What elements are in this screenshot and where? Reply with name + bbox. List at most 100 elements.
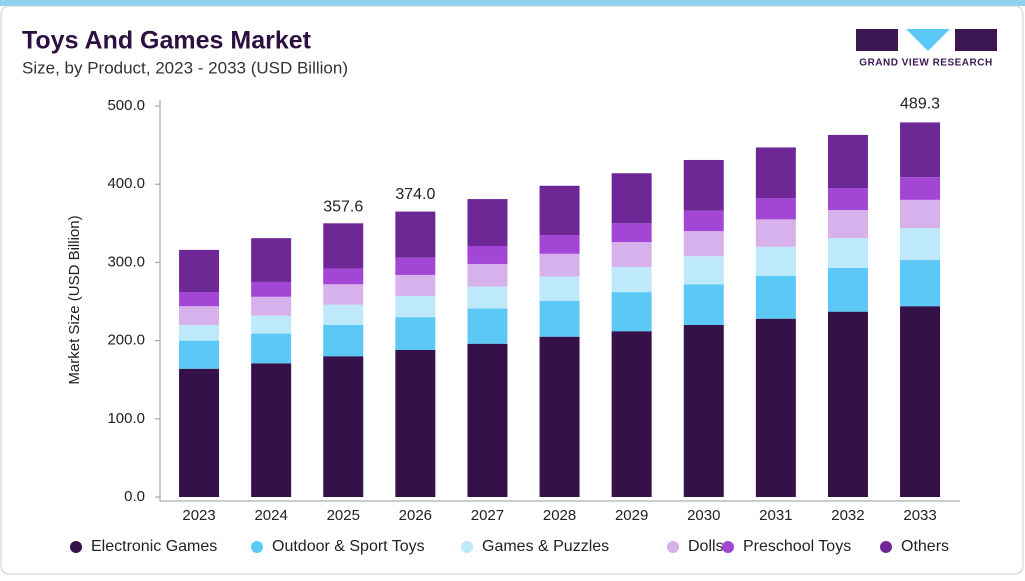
bar-segment xyxy=(611,223,652,243)
y-tick-label: 100.0 xyxy=(107,410,145,427)
bar-segment xyxy=(611,242,652,268)
total-label: 357.6 xyxy=(323,199,363,216)
y-tick-label: 200.0 xyxy=(107,332,145,349)
legend-label: Others xyxy=(901,538,949,555)
y-tick-label: 300.0 xyxy=(107,253,145,270)
total-label: 374.0 xyxy=(395,186,435,203)
bar-segment xyxy=(467,245,508,264)
x-tick-label: 2032 xyxy=(831,507,864,524)
bar-segment xyxy=(179,292,220,307)
bar-segment xyxy=(900,227,941,261)
bar-segment xyxy=(323,284,364,305)
bar-segment xyxy=(755,219,796,247)
bar-segment xyxy=(611,267,652,293)
bar-segment xyxy=(179,368,220,497)
bar-segment xyxy=(539,336,580,497)
bar-segment xyxy=(251,281,292,297)
bar-segment xyxy=(827,311,868,497)
bar-segment xyxy=(900,306,941,497)
bar-segment xyxy=(539,276,580,301)
legend-marker xyxy=(70,541,82,553)
bar-segment xyxy=(323,304,364,325)
legend-marker xyxy=(880,541,892,553)
bar-segment xyxy=(755,147,796,199)
x-tick-label: 2023 xyxy=(182,507,215,524)
x-tick-label: 2030 xyxy=(687,507,720,524)
legend-label: Electronic Games xyxy=(91,538,217,555)
x-tick-label: 2029 xyxy=(615,507,648,524)
bar-segment xyxy=(755,318,796,497)
legend-label: Outdoor & Sport Toys xyxy=(272,538,425,555)
bar-segment xyxy=(395,211,436,258)
bar-segment xyxy=(827,238,868,268)
bar-segment xyxy=(755,275,796,319)
x-tick-label: 2033 xyxy=(903,507,936,524)
bar-segment xyxy=(251,363,292,497)
bar-segment xyxy=(539,185,580,236)
bar-segment xyxy=(251,333,292,364)
bar-segment xyxy=(539,253,580,277)
legend-label: Games & Puzzles xyxy=(482,538,609,555)
legend-label: Dolls xyxy=(688,538,724,555)
x-tick-label: 2026 xyxy=(399,507,432,524)
bar-segment xyxy=(900,122,941,178)
bar-segment xyxy=(827,267,868,312)
bar-segment xyxy=(683,231,724,257)
bar-segment xyxy=(539,235,580,254)
bar-segment xyxy=(323,223,364,269)
bar-segment xyxy=(683,210,724,232)
bar-segment xyxy=(323,324,364,357)
bar-segment xyxy=(611,331,652,497)
logo-text: GRAND VIEW RESEARCH xyxy=(859,58,992,69)
y-tick-label: 400.0 xyxy=(107,175,145,192)
legend-label: Preschool Toys xyxy=(743,538,851,555)
chart-title: Toys And Games Market xyxy=(22,27,312,55)
bar-segment xyxy=(683,159,724,211)
x-tick-label: 2025 xyxy=(327,507,360,524)
bar-segment xyxy=(395,349,436,497)
bar-segment xyxy=(467,308,508,344)
bar-segment xyxy=(683,324,724,497)
bar-segment xyxy=(395,274,436,297)
x-tick-label: 2031 xyxy=(759,507,792,524)
card xyxy=(0,5,1024,575)
bar-segment xyxy=(900,177,941,200)
bar-segment xyxy=(900,260,941,307)
top-strip xyxy=(0,0,1025,6)
bar-segment xyxy=(683,256,724,285)
chart-subtitle: Size, by Product, 2023 - 2033 (USD Billi… xyxy=(22,58,348,77)
bar-segment xyxy=(251,238,292,282)
bar-segment xyxy=(251,315,292,334)
y-tick-label: 0.0 xyxy=(124,488,145,505)
legend-marker xyxy=(722,541,734,553)
x-tick-label: 2028 xyxy=(543,507,576,524)
bar-segment xyxy=(179,306,220,325)
bar-segment xyxy=(395,317,436,350)
x-tick-label: 2027 xyxy=(471,507,504,524)
bar-segment xyxy=(467,199,508,246)
bar-segment xyxy=(179,340,220,369)
bar-segment xyxy=(179,249,220,293)
bar-segment xyxy=(755,198,796,220)
bar-segment xyxy=(539,300,580,337)
bar-segment xyxy=(827,188,868,211)
y-axis-title: Market Size (USD Billion) xyxy=(66,215,83,384)
bar-segment xyxy=(827,210,868,239)
bar-segment xyxy=(611,292,652,332)
bar-segment xyxy=(251,296,292,316)
bar-segment xyxy=(467,263,508,287)
bar-segment xyxy=(611,173,652,224)
bar-segment xyxy=(467,286,508,309)
bar-segment xyxy=(755,246,796,276)
legend-marker xyxy=(461,541,473,553)
bar-segment xyxy=(395,296,436,318)
bar-segment xyxy=(323,356,364,497)
bar-segment xyxy=(683,284,724,325)
logo: GRAND VIEW RESEARCH xyxy=(856,29,997,69)
bar-segment xyxy=(900,199,941,228)
x-tick-label: 2024 xyxy=(254,507,287,524)
y-tick-label: 500.0 xyxy=(107,97,145,114)
bar-segment xyxy=(395,257,436,275)
